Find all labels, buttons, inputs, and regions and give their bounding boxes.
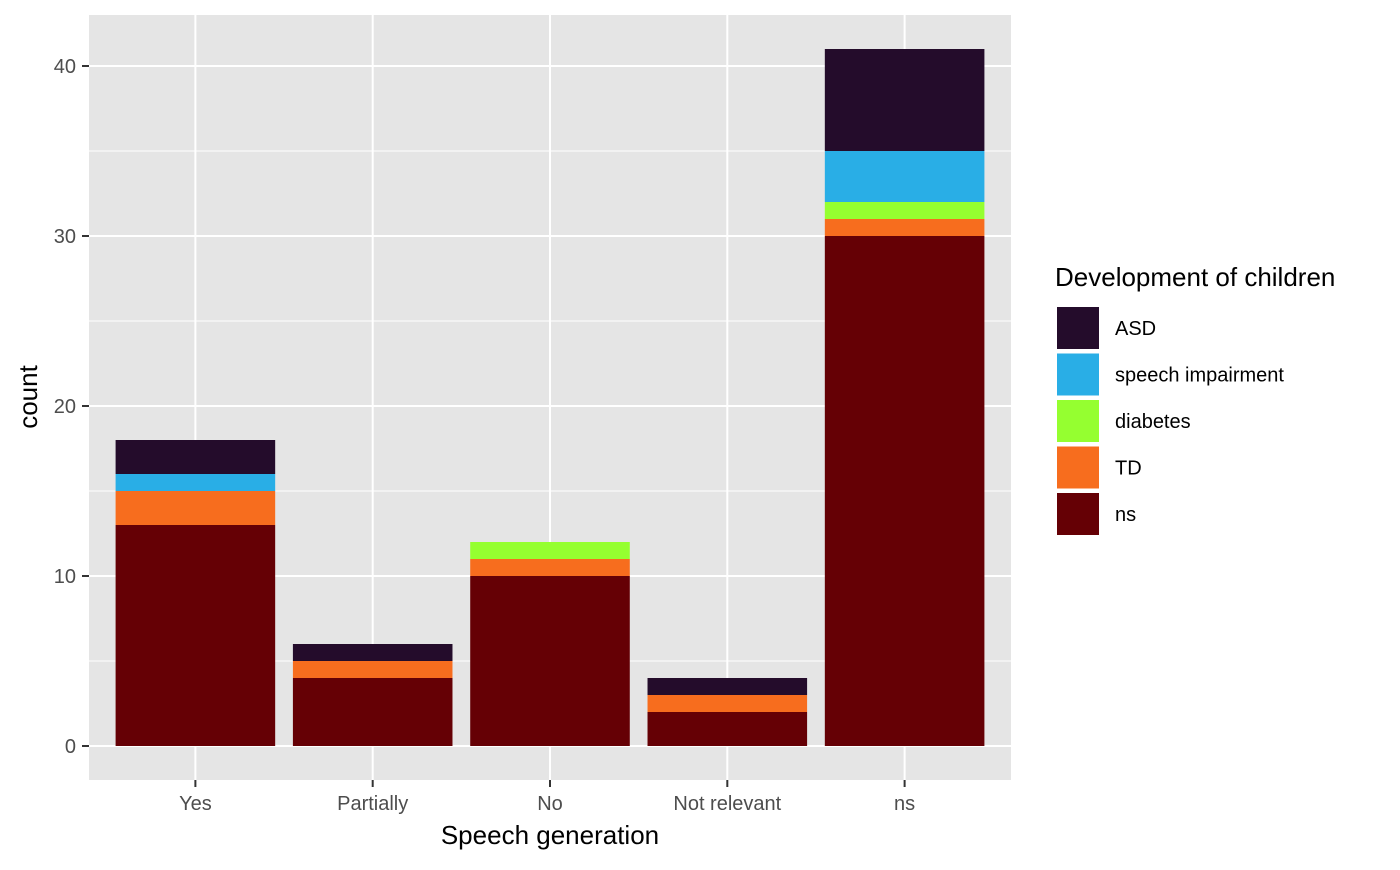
x-tick-label: Yes <box>179 793 212 815</box>
bar-segment <box>824 49 985 151</box>
legend-label: ASD <box>1115 318 1156 340</box>
bar-segment <box>824 236 985 746</box>
y-tick-label: 0 <box>65 736 76 758</box>
bar-segment <box>824 151 985 202</box>
bar-segment <box>115 474 276 491</box>
x-tick-label: Partially <box>337 793 408 815</box>
x-axis: Yes Partially No Not relevant ns <box>179 780 915 815</box>
bar-segment <box>115 525 276 746</box>
legend-swatch <box>1057 493 1099 535</box>
bars <box>115 49 985 746</box>
x-tick-label: No <box>537 793 563 815</box>
y-axis-title: count <box>13 364 43 428</box>
legend-label: speech impairment <box>1115 365 1284 387</box>
legend-swatch <box>1057 353 1099 396</box>
legend-label: ns <box>1115 504 1136 526</box>
y-axis: 0 10 20 30 40 <box>54 56 89 758</box>
bar-segment <box>292 661 453 678</box>
bar-segment <box>824 219 985 236</box>
bar-segment <box>647 678 808 695</box>
x-tick-label: ns <box>894 793 915 815</box>
bar-segment <box>470 559 630 576</box>
legend-swatch <box>1057 400 1099 442</box>
bar-segment <box>292 644 453 661</box>
y-tick-label: 40 <box>54 56 76 78</box>
y-tick-label: 20 <box>54 396 76 418</box>
bar-segment <box>470 576 630 746</box>
bar-segment <box>292 678 453 746</box>
legend-swatch <box>1057 307 1099 349</box>
legend-swatch <box>1057 446 1099 489</box>
bar-segment <box>824 202 985 219</box>
y-tick-label: 30 <box>54 226 76 248</box>
legend: Development of children ASD speech impair… <box>1055 262 1335 537</box>
legend-title: Development of children <box>1055 262 1335 292</box>
bar-segment <box>647 712 808 746</box>
x-tick-label: Not relevant <box>673 793 781 815</box>
x-axis-title: Speech generation <box>441 820 659 850</box>
legend-label: TD <box>1115 458 1142 480</box>
legend-label: diabetes <box>1115 411 1191 433</box>
bar-segment <box>470 542 630 559</box>
y-tick-label: 10 <box>54 566 76 588</box>
bar-segment <box>115 440 276 474</box>
bar-segment <box>647 695 808 712</box>
bar-segment <box>115 491 276 525</box>
